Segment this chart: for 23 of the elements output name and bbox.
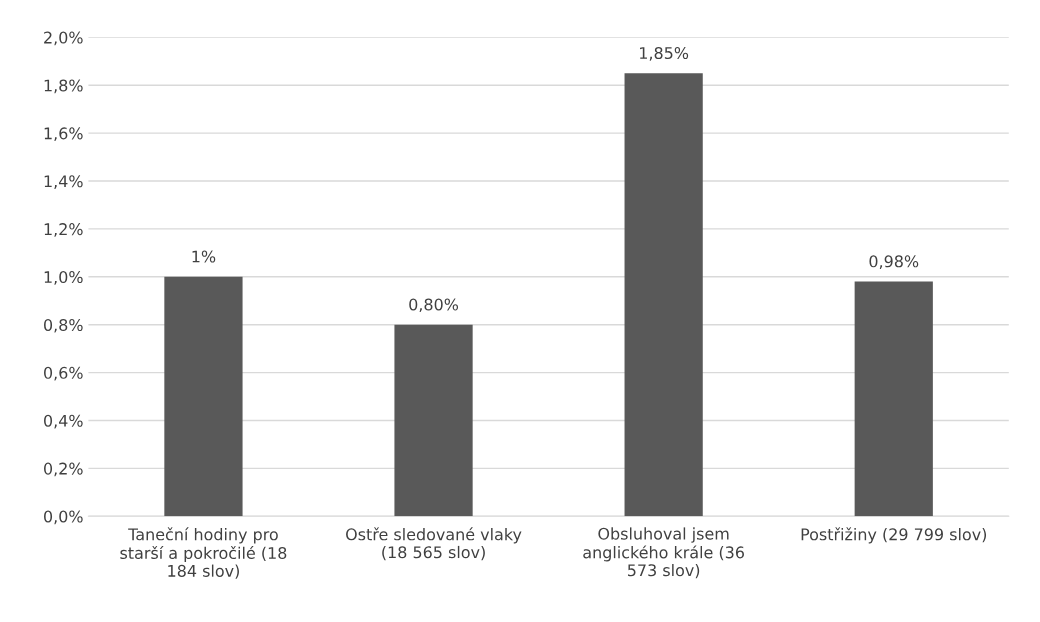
y-tick-label: 1,2% [44,223,83,237]
x-tick-label: Taneční hodiny pro starší a pokročilé (18 184 slov) [120,527,287,579]
y-tick-label: 0,0% [44,510,83,525]
data-label: 1% [192,250,216,263]
y-tick-label: 0,2% [44,462,83,477]
y-tick-label: 0,6% [44,366,83,381]
y-tick-label: 0,4% [44,414,83,429]
x-tick-label: Obsluhoval jsem anglického krále (36 573 slov) [583,527,744,579]
y-tick-label: 1,4% [44,175,83,189]
bar [164,276,243,517]
data-label: 0,98% [869,255,919,269]
data-label: 1,85% [640,46,689,61]
y-tick-label: 2,0% [44,31,83,46]
x-tick-label: Postřižiny (29 799 slov) [801,527,987,544]
bar [854,281,933,517]
y-tick-label: 1,6% [44,127,83,142]
x-tick-label: Ostře sledované vlaky (18 565 slov) [346,527,522,561]
y-tick-label: 1,8% [44,79,83,94]
data-label: 0,80% [409,298,459,313]
bar [624,73,703,517]
bar [394,324,473,517]
y-tick-label: 1,0% [44,271,83,285]
y-tick-label: 0,8% [44,318,83,333]
